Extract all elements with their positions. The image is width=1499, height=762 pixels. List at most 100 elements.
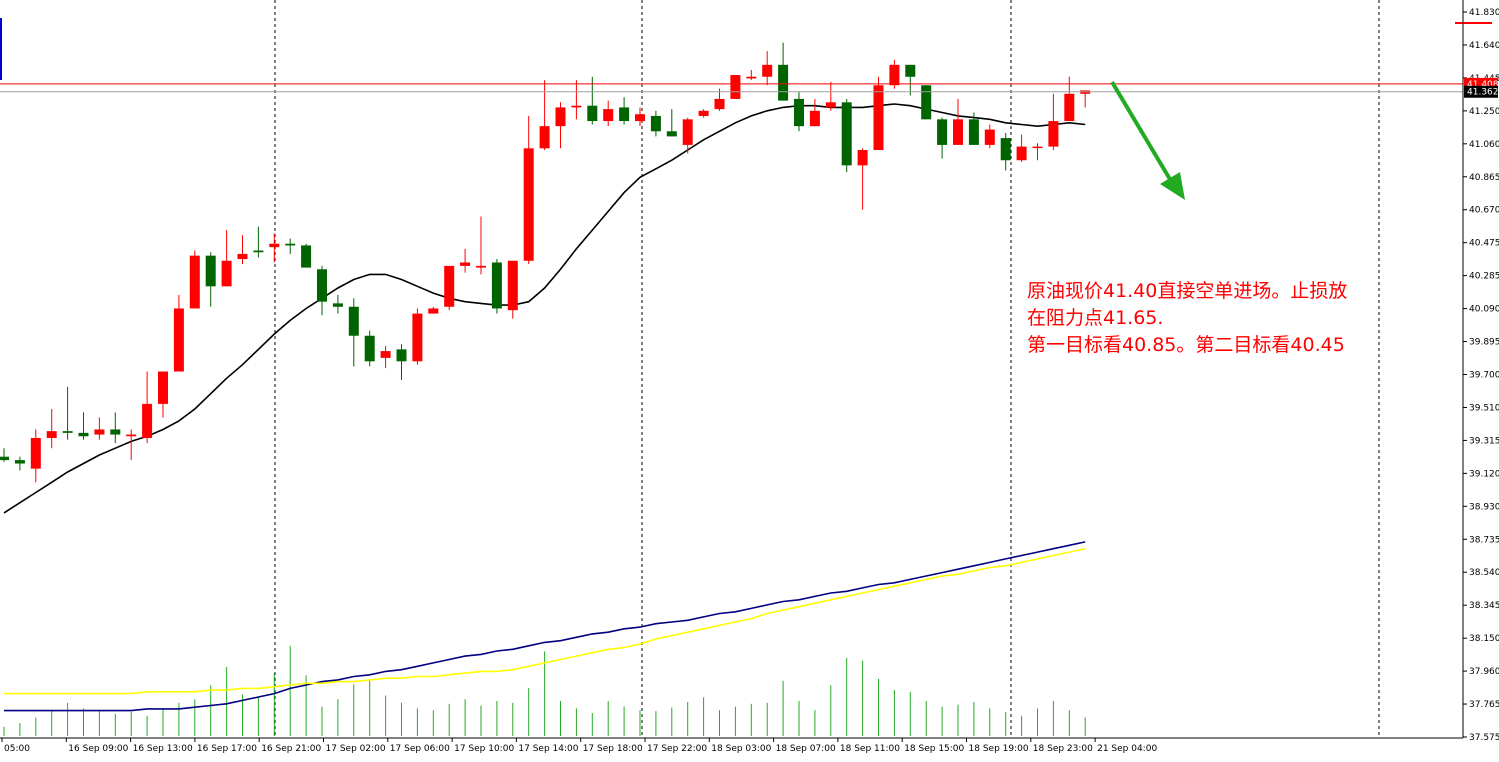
candle xyxy=(476,216,486,275)
price-tick-label: 39.120 xyxy=(1469,469,1499,479)
time-axis: 05:00 16 Sep 09:00 16 Sep 13:00 16 Sep 17:0… xyxy=(0,737,1463,754)
candle xyxy=(348,298,359,367)
current-price-label: 41.362 xyxy=(1464,85,1499,98)
candle-body xyxy=(539,126,550,149)
time-tick-label: 17 Sep 02:00 xyxy=(326,744,386,754)
candle-body xyxy=(221,260,232,287)
moving-average-line xyxy=(4,541,1086,712)
time-tick-label: 17 Sep 18:00 xyxy=(583,744,643,754)
trade-annotation: 原油现价41.40直接空单进场。止损放 在阻力点41.65. 第一目标看40.8… xyxy=(1027,278,1347,359)
candle-body xyxy=(46,431,57,438)
candle xyxy=(0,448,9,462)
arrow-shaft xyxy=(1110,80,1176,188)
candle-body xyxy=(317,269,327,302)
candle-body xyxy=(205,255,216,287)
candle-body xyxy=(968,119,979,145)
candle-body xyxy=(332,303,343,307)
candle-body xyxy=(285,243,296,246)
candle xyxy=(428,306,439,314)
price-tick-label: 38.345 xyxy=(1469,601,1499,611)
candle-body xyxy=(1032,146,1043,149)
candle-body xyxy=(237,253,248,260)
candle xyxy=(1016,134,1027,162)
candle xyxy=(253,226,264,258)
candle xyxy=(158,371,168,418)
candle xyxy=(555,102,566,149)
price-tick-label: 37.960 xyxy=(1469,667,1499,677)
candle-body xyxy=(78,432,89,437)
candle xyxy=(650,110,661,137)
candle-body xyxy=(698,110,709,116)
candle-body xyxy=(984,129,995,145)
candle xyxy=(825,81,836,111)
moving-average-line xyxy=(3,103,1086,514)
candle xyxy=(841,98,852,173)
candle xyxy=(46,409,57,449)
time-tick-label: 18 Sep 23:00 xyxy=(1033,744,1093,754)
current-price-label-bg xyxy=(1464,85,1498,98)
time-tick-label: 16 Sep 09:00 xyxy=(68,744,128,754)
candle-body xyxy=(126,434,137,437)
candle-body xyxy=(571,105,582,108)
price-tick-label: 41.060 xyxy=(1469,140,1499,150)
candle xyxy=(301,243,312,268)
candle-body xyxy=(380,351,391,358)
price-tick-label: 39.315 xyxy=(1469,436,1499,446)
candle xyxy=(587,76,598,125)
candle-body xyxy=(0,456,9,461)
candle xyxy=(523,115,534,265)
time-tick-label: 18 Sep 19:00 xyxy=(969,744,1029,754)
candle xyxy=(714,88,725,111)
price-tick-label: 38.150 xyxy=(1469,634,1499,644)
candle-body xyxy=(1000,138,1011,161)
price-tick-label: 38.735 xyxy=(1469,535,1499,545)
candle-body xyxy=(62,431,73,433)
candle-body xyxy=(682,119,693,145)
annotation-line-2: 在阻力点41.65. xyxy=(1027,307,1164,329)
annotation-line-3: 第一目标看40.85。第二目标看40.45 xyxy=(1027,334,1345,356)
time-tick-label: 18 Sep 03:00 xyxy=(711,744,771,754)
price-levels xyxy=(0,22,1492,93)
candle xyxy=(968,112,979,145)
candle xyxy=(317,265,327,316)
candle-body xyxy=(142,403,153,438)
candle-body xyxy=(253,250,264,253)
candle-body xyxy=(14,460,25,464)
candle-body xyxy=(603,109,614,122)
price-tick-label: 40.670 xyxy=(1469,206,1499,216)
time-tick-label: 17 Sep 10:00 xyxy=(454,744,514,754)
candle xyxy=(666,109,677,137)
candle xyxy=(94,417,105,440)
candle-body xyxy=(444,265,455,307)
time-tick-label: 21 Sep 04:00 xyxy=(1097,744,1157,754)
candle xyxy=(364,330,375,367)
candle-body xyxy=(650,115,661,132)
candle xyxy=(1048,93,1059,151)
candle xyxy=(873,76,884,151)
candle-body xyxy=(857,150,868,166)
candle xyxy=(110,412,121,444)
candle-body xyxy=(825,102,836,108)
candle xyxy=(730,75,741,99)
candle xyxy=(189,250,200,309)
arrow-head xyxy=(1160,172,1185,200)
time-tick-label: 17 Sep 06:00 xyxy=(390,744,450,754)
candle xyxy=(126,429,137,461)
candle xyxy=(762,51,773,86)
candle xyxy=(173,294,184,372)
price-tick-label: 39.895 xyxy=(1469,338,1499,348)
candle xyxy=(205,252,216,307)
candle-body xyxy=(1064,93,1075,122)
time-tick-label: 16 Sep 21:00 xyxy=(261,744,321,754)
candle-body xyxy=(635,114,645,122)
candle-body xyxy=(110,429,121,435)
candle xyxy=(937,117,948,159)
candle-body xyxy=(619,107,630,122)
candle-body xyxy=(778,64,789,101)
price-tick-label: 40.285 xyxy=(1469,272,1499,282)
candle xyxy=(460,248,471,273)
price-tick-label: 40.475 xyxy=(1469,239,1499,249)
candle-body xyxy=(476,265,486,268)
candle-body xyxy=(905,64,916,77)
